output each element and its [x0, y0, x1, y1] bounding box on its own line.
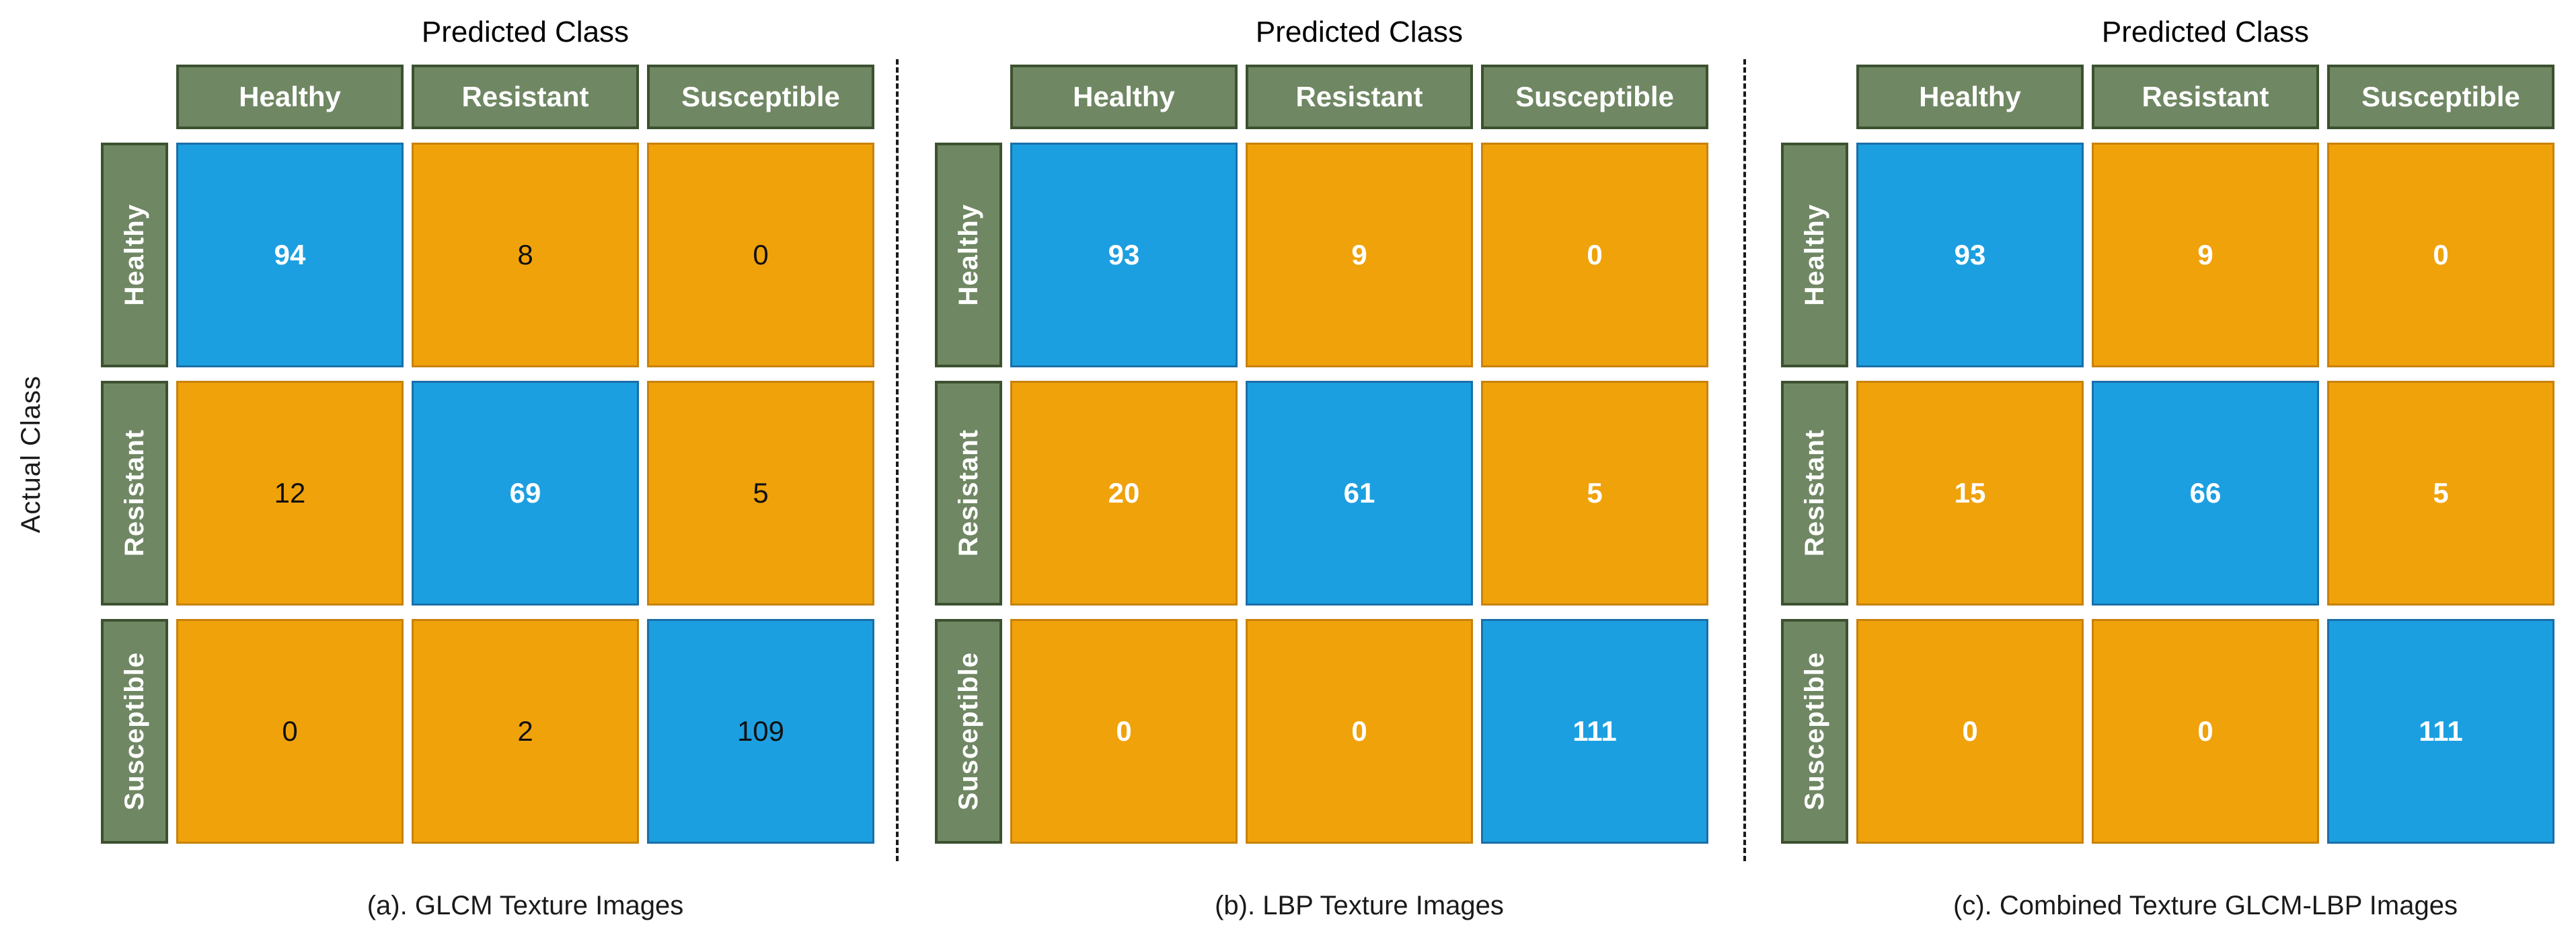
matrix-cell-b-susceptible-susceptible: 111 — [1481, 619, 1708, 844]
row-header-resistant: Resistant — [1781, 381, 1848, 606]
col-header-susceptible: Susceptible — [1481, 65, 1708, 129]
panel-caption-lbp: (b). LBP Texture Images — [1215, 891, 1504, 920]
matrix-cell-a-healthy-resistant: 8 — [412, 143, 639, 367]
col-header-resistant: Resistant — [412, 65, 639, 129]
panel-lbp: Predicted Class Healthy Resistant Suscep… — [935, 0, 1708, 921]
matrix-cell-c-healthy-healthy: 93 — [1856, 143, 2084, 367]
col-header-susceptible: Susceptible — [647, 65, 874, 129]
matrix-cell-b-healthy-resistant: 9 — [1246, 143, 1473, 367]
panel-caption-glcm: (a). GLCM Texture Images — [367, 891, 684, 920]
row-header-healthy-text: Healthy — [1799, 204, 1829, 306]
panel-glcm: Predicted Class Healthy Resistant Suscep… — [101, 0, 874, 921]
col-header-healthy: Healthy — [1010, 65, 1238, 129]
panel-divider-1 — [896, 59, 899, 861]
row-header-healthy: Healthy — [1781, 143, 1848, 367]
predicted-class-title: Predicted Class — [1255, 15, 1464, 48]
predicted-class-title: Predicted Class — [421, 15, 630, 48]
panel-combined: Predicted Class Healthy Resistant Suscep… — [1781, 0, 2554, 921]
matrix-cell-b-susceptible-resistant: 0 — [1246, 619, 1473, 844]
col-header-susceptible: Susceptible — [2327, 65, 2554, 129]
panel-caption-combined: (c). Combined Texture GLCM-LBP Images — [1953, 891, 2458, 920]
matrix-cell-c-susceptible-susceptible: 111 — [2327, 619, 2554, 844]
row-header-susceptible: Susceptible — [935, 619, 1002, 844]
row-header-healthy-text: Healthy — [953, 204, 983, 306]
actual-class-axis-label: Actual Class — [9, 65, 52, 844]
matrix-cell-a-healthy-healthy: 94 — [176, 143, 404, 367]
col-header-healthy: Healthy — [176, 65, 404, 129]
matrix-cell-b-resistant-susceptible: 5 — [1481, 381, 1708, 606]
matrix-cell-c-resistant-resistant: 66 — [2092, 381, 2319, 606]
matrix-cell-a-healthy-susceptible: 0 — [647, 143, 874, 367]
confusion-matrix-combined: Healthy Resistant Susceptible Healthy 93… — [1781, 65, 2554, 844]
row-header-susceptible-text: Susceptible — [119, 652, 149, 811]
matrix-cell-a-resistant-resistant: 69 — [412, 381, 639, 606]
row-header-resistant: Resistant — [101, 381, 168, 606]
confusion-matrix-glcm: Healthy Resistant Susceptible Healthy 94… — [101, 65, 874, 844]
col-header-resistant: Resistant — [2092, 65, 2319, 129]
matrix-cell-a-resistant-susceptible: 5 — [647, 381, 874, 606]
confusion-matrix-lbp: Healthy Resistant Susceptible Healthy 93… — [935, 65, 1708, 844]
row-header-resistant-text: Resistant — [953, 429, 983, 557]
row-header-susceptible-text: Susceptible — [1799, 652, 1829, 811]
matrix-cell-b-healthy-healthy: 93 — [1010, 143, 1238, 367]
corner-spacer — [935, 65, 1002, 129]
corner-spacer — [101, 65, 168, 129]
matrix-cell-c-healthy-susceptible: 0 — [2327, 143, 2554, 367]
predicted-class-title: Predicted Class — [2101, 15, 2310, 48]
row-header-healthy: Healthy — [101, 143, 168, 367]
row-header-susceptible-text: Susceptible — [953, 652, 983, 811]
matrix-cell-b-healthy-susceptible: 0 — [1481, 143, 1708, 367]
matrix-cell-a-susceptible-healthy: 0 — [176, 619, 404, 844]
row-header-healthy: Healthy — [935, 143, 1002, 367]
row-header-susceptible: Susceptible — [1781, 619, 1848, 844]
matrix-cell-c-resistant-susceptible: 5 — [2327, 381, 2554, 606]
panel-divider-2 — [1743, 59, 1746, 861]
matrix-cell-c-healthy-resistant: 9 — [2092, 143, 2319, 367]
matrix-cell-c-susceptible-resistant: 0 — [2092, 619, 2319, 844]
row-header-resistant-text: Resistant — [1799, 429, 1829, 557]
matrix-cell-a-susceptible-resistant: 2 — [412, 619, 639, 844]
row-header-resistant: Resistant — [935, 381, 1002, 606]
matrix-cell-b-resistant-resistant: 61 — [1246, 381, 1473, 606]
matrix-cell-c-susceptible-healthy: 0 — [1856, 619, 2084, 844]
row-header-susceptible: Susceptible — [101, 619, 168, 844]
matrix-cell-b-susceptible-healthy: 0 — [1010, 619, 1238, 844]
actual-class-axis-text: Actual Class — [15, 375, 46, 534]
col-header-healthy: Healthy — [1856, 65, 2084, 129]
matrix-cell-a-susceptible-susceptible: 109 — [647, 619, 874, 844]
matrix-cell-b-resistant-healthy: 20 — [1010, 381, 1238, 606]
corner-spacer — [1781, 65, 1848, 129]
matrix-cell-a-resistant-healthy: 12 — [176, 381, 404, 606]
col-header-resistant: Resistant — [1246, 65, 1473, 129]
matrix-cell-c-resistant-healthy: 15 — [1856, 381, 2084, 606]
row-header-resistant-text: Resistant — [119, 429, 149, 557]
row-header-healthy-text: Healthy — [119, 204, 149, 306]
